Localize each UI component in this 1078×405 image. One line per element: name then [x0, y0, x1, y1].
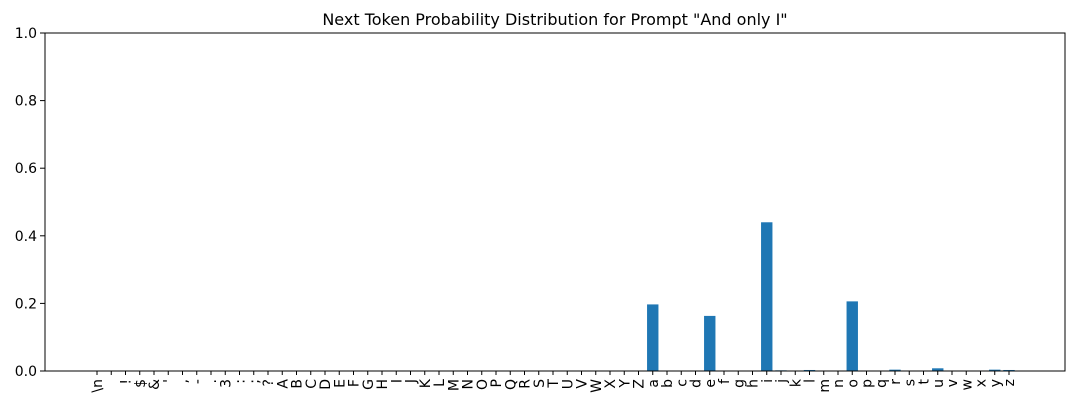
x-tick-label: a — [646, 379, 662, 388]
x-tick-label: k — [788, 378, 804, 387]
x-tick-label: \n — [90, 379, 106, 393]
x-tick-label: M — [446, 379, 462, 391]
x-tick-label: c — [674, 379, 690, 387]
x-tick-label: f — [717, 378, 733, 384]
x-tick-label: i — [760, 379, 776, 383]
x-tick-label: Y — [617, 379, 633, 389]
x-tick-label: ; — [247, 379, 263, 384]
x-tick-label: d — [689, 379, 705, 388]
x-tick-label: L — [432, 379, 448, 387]
bar — [932, 368, 944, 371]
chart-title: Next Token Probability Distribution for … — [322, 10, 787, 29]
x-tick-label: t — [917, 379, 933, 385]
x-tick-label: B — [290, 379, 306, 389]
x-tick-label: K — [418, 378, 434, 388]
x-tick-label: x — [974, 379, 990, 387]
x-tick-label: e — [703, 379, 719, 388]
x-tick-label: r — [888, 379, 904, 385]
x-tick-label: I — [389, 379, 405, 383]
x-axis: \n !$&',-.3:;?ABCDEFGHIJKLMNOPQRSTUVWXYZ… — [90, 371, 1018, 393]
x-tick-label: o — [845, 379, 861, 388]
bar — [989, 369, 1001, 371]
x-tick-label: , — [176, 379, 192, 383]
x-tick-label: U — [560, 379, 576, 389]
x-tick-label: l — [803, 379, 819, 383]
x-tick-label: J — [404, 379, 420, 384]
x-tick-label: s — [902, 379, 918, 386]
bar — [761, 222, 773, 371]
x-tick-label: v — [945, 379, 961, 387]
x-tick-label: S — [532, 379, 548, 388]
bar — [704, 315, 716, 371]
y-tick-label: 0.6 — [15, 161, 37, 177]
bar — [1003, 369, 1015, 371]
x-tick-label: T — [546, 379, 562, 389]
bars — [647, 222, 1015, 372]
x-tick-label: n — [831, 379, 847, 388]
x-tick-label: p — [860, 379, 876, 388]
x-tick-label: y — [988, 379, 1004, 387]
y-tick-label: 0.0 — [15, 364, 37, 380]
x-tick-label: R — [518, 379, 534, 389]
x-tick-label: j — [774, 379, 790, 384]
bar — [647, 304, 659, 371]
y-tick-label: 0.8 — [15, 94, 37, 110]
y-axis: 0.0 0.2 0.4 0.6 0.8 1.0 — [15, 26, 45, 380]
x-tick-label: ' — [161, 379, 177, 383]
x-tick-label: h — [746, 379, 762, 388]
x-tick-label: X — [603, 379, 619, 389]
x-tick-label: b — [660, 379, 676, 388]
x-tick-label: H — [375, 379, 391, 390]
x-tick-label: C — [304, 379, 320, 389]
x-tick-label: m — [817, 379, 833, 393]
x-tick-label: $ — [133, 379, 149, 388]
x-tick-label: & — [147, 379, 163, 390]
x-tick-label: P — [489, 379, 505, 387]
x-tick-label: . — [204, 379, 220, 383]
x-tick-label: w — [959, 379, 975, 390]
bar — [803, 369, 816, 371]
x-tick-label: u — [931, 379, 947, 388]
bar — [846, 301, 858, 371]
x-tick-label: ! — [119, 379, 135, 385]
y-tick-label: 0.4 — [15, 229, 37, 245]
x-tick-label: Q — [503, 379, 519, 390]
x-tick-label: N — [461, 379, 477, 389]
x-tick-label: 3 — [218, 379, 234, 388]
y-tick-label: 0.2 — [15, 296, 37, 312]
x-tick-label: q — [874, 379, 890, 388]
x-tick-label: : — [233, 379, 249, 384]
x-tick-label: - — [190, 379, 206, 384]
plot-frame — [44, 32, 1066, 372]
x-tick-label: ? — [261, 379, 277, 386]
x-tick-label: V — [575, 379, 591, 389]
x-tick-label: W — [589, 379, 605, 393]
x-tick-label: z — [1002, 379, 1018, 386]
bar — [889, 369, 901, 371]
x-tick-label: Z — [632, 379, 648, 389]
x-tick-label: F — [347, 379, 363, 387]
y-tick-label: 1.0 — [15, 26, 37, 42]
x-tick-label: D — [318, 379, 334, 390]
x-tick-label: E — [332, 379, 348, 388]
x-tick-label: O — [475, 379, 491, 390]
x-tick-label: g — [731, 379, 747, 388]
x-tick-label: A — [275, 379, 291, 389]
x-tick-label: G — [361, 379, 377, 390]
